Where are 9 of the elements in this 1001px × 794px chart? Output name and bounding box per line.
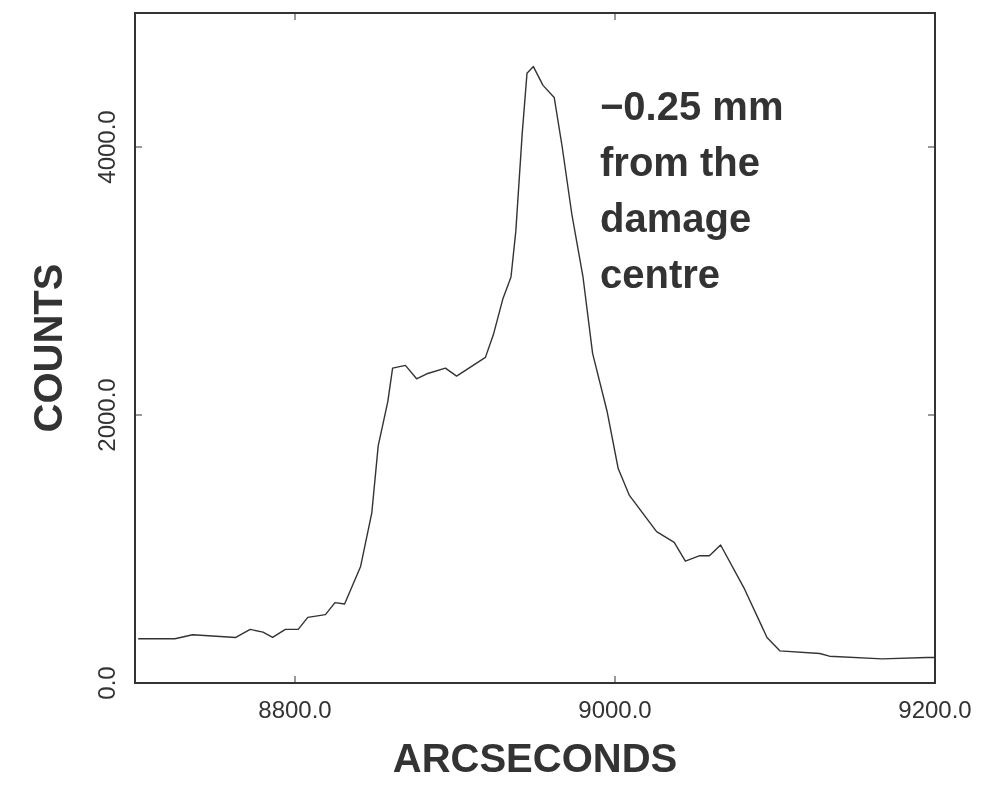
x-axis-title: ARCSECONDS [392,736,678,780]
y-tick-label: 0.0 [93,666,120,700]
x-tick-label: 9000.0 [578,696,652,723]
y-tick-label: 2000.0 [93,378,120,452]
x-tick-label: 8800.0 [258,696,332,723]
y-tick-label: 4000.0 [93,110,120,184]
x-tick-label: 9200.0 [898,696,972,723]
annotation: −0.25 mm from the damage centre [600,84,784,296]
y-axis-title: COUNTS [26,263,70,433]
